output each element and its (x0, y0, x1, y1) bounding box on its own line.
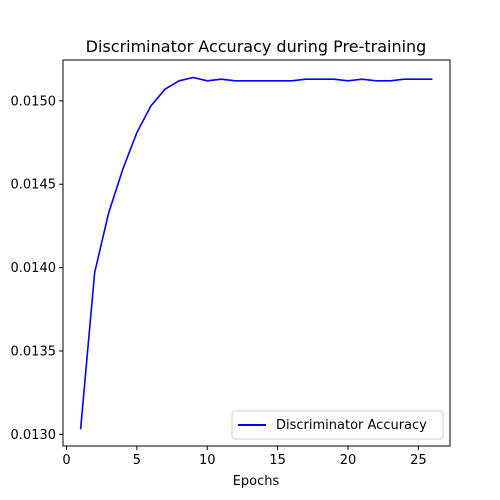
x-axis: 0 5 10 15 20 25 (62, 446, 427, 468)
x-tick-label: 10 (199, 453, 216, 468)
y-axis: 0.0130 0.0135 0.0140 0.0145 0.0150 (11, 94, 63, 443)
plot-frame (62, 59, 451, 447)
y-tick-label: 0.0150 (11, 94, 57, 109)
legend-entry-label: Discriminator Accuracy (276, 418, 427, 433)
x-axis-label: Epochs (233, 474, 280, 489)
y-tick-label: 0.0140 (11, 261, 57, 276)
series-line-discriminator-accuracy (79, 76, 433, 430)
y-tick-label: 0.0135 (11, 344, 57, 359)
x-tick-label: 0 (62, 453, 70, 468)
chart-title: Discriminator Accuracy during Pre-traini… (86, 37, 427, 56)
legend: Discriminator Accuracy (231, 410, 444, 440)
x-tick-label: 25 (410, 453, 427, 468)
x-tick-label: 20 (340, 453, 357, 468)
x-tick-label: 5 (133, 453, 141, 468)
plot-area (79, 76, 433, 430)
legend-box (231, 410, 444, 440)
y-tick-label: 0.0130 (11, 428, 57, 443)
y-tick-label: 0.0145 (11, 178, 57, 193)
x-tick-label: 15 (269, 453, 286, 468)
